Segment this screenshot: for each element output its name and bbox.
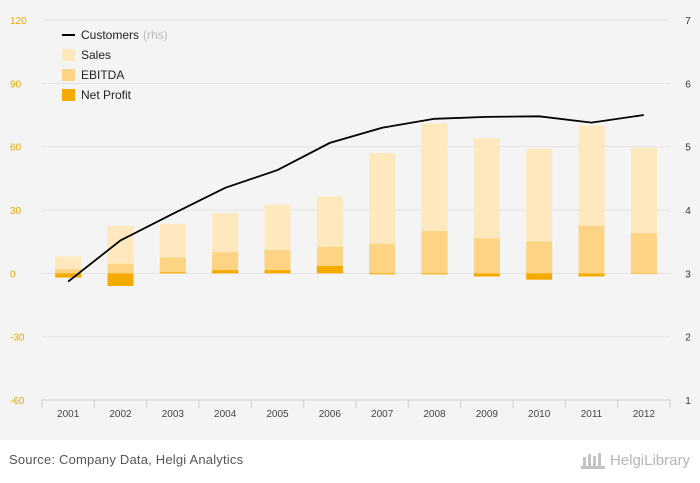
x-tick-label: 2004: [214, 409, 237, 420]
bar-net-profit-2011: [578, 273, 605, 277]
x-tick-label: 2003: [162, 409, 185, 420]
legend-box-swatch: [62, 49, 75, 61]
bar-net-profit-2006: [316, 265, 343, 274]
legend-label: Customers: [81, 28, 139, 42]
library-logo-icon: [580, 453, 605, 469]
source-note: Source: Company Data, Helgi Analytics: [9, 452, 244, 467]
brand-name: HelgiLibrary: [609, 451, 690, 469]
bars: [55, 123, 657, 286]
x-tick-label: 2008: [423, 409, 446, 420]
bar-ebitda-2005: [264, 250, 291, 274]
y-right-tick-label: 2: [685, 333, 691, 344]
legend-label: EBITDA: [81, 68, 124, 82]
x-tick-label: 2012: [633, 409, 656, 420]
gridlines: [42, 19, 670, 401]
brand: HelgiLibrary: [580, 448, 690, 472]
legend-label: Net Profit: [81, 88, 132, 102]
bar-ebitda-2007: [369, 243, 396, 274]
x-tick-label: 2002: [109, 409, 132, 420]
bar-net-profit-2009: [473, 273, 500, 277]
y-left-tick-label: 0: [10, 269, 16, 280]
x-tick-label: 2001: [57, 409, 80, 420]
x-tick-label: 2009: [476, 409, 499, 420]
y-right-tick-label: 5: [685, 143, 691, 154]
y-right-tick-label: 6: [685, 79, 691, 90]
y-right-tick-label: 7: [685, 16, 691, 27]
legend-box-swatch: [62, 89, 75, 101]
legend-box-swatch: [62, 69, 75, 81]
y-left-tick-label: 120: [10, 16, 27, 27]
bar-ebitda-2008: [421, 231, 448, 274]
customers-line: [67, 114, 644, 283]
bar-ebitda-2012: [630, 233, 657, 274]
footer: Source: Company Data, Helgi Analytics He…: [0, 440, 700, 483]
bar-net-profit-2005: [264, 270, 291, 274]
bar-net-profit-2001: [55, 273, 82, 278]
y-right-tick-label: 1: [685, 396, 691, 407]
axes: 120 90 60 30 0 -30 -60 7 6 5 4 3 2 1 2001 2002 2003 2004 2…: [10, 16, 691, 420]
x-tick-label: 2007: [371, 409, 394, 420]
bar-ebitda-2002: [107, 263, 134, 274]
y-left-tick-label: 30: [10, 206, 22, 217]
y-right-tick-label: 4: [685, 206, 691, 217]
bar-net-profit-2007: [369, 273, 396, 275]
bar-ebitda-2011: [578, 225, 605, 274]
bar-ebitda-2004: [212, 252, 239, 274]
legend: Customers (rhs) Sales EBITDA Net Profit: [62, 28, 168, 102]
legend-suffix: (rhs): [143, 28, 168, 42]
y-right-tick-label: 3: [685, 269, 691, 280]
bar-net-profit-2003: [159, 272, 186, 274]
bar-ebitda-2003: [159, 257, 186, 274]
legend-label: Sales: [81, 48, 111, 62]
y-left-tick-label: -30: [10, 333, 25, 344]
bar-net-profit-2004: [212, 270, 239, 274]
bar-net-profit-2008: [421, 273, 448, 275]
bar-ebitda-2010: [526, 241, 553, 274]
x-tick-label: 2010: [528, 409, 551, 420]
chart: 120 90 60 30 0 -30 -60 7 6 5 4 3 2 1 2001 2002 2003 2004 2…: [10, 16, 691, 420]
x-tick-label: 2011: [581, 409, 603, 420]
bar-net-profit-2012: [630, 273, 657, 274]
y-left-tick-label: -60: [10, 396, 25, 407]
bar-net-profit-2010: [526, 273, 553, 280]
x-tick-label: 2006: [319, 409, 342, 420]
y-left-tick-label: 90: [10, 79, 22, 90]
customers-line-group: [67, 114, 644, 283]
bar-ebitda-2009: [473, 238, 500, 274]
y-left-tick-label: 60: [10, 143, 22, 154]
bar-ebitda-2001: [55, 269, 82, 274]
x-tick-label: 2005: [266, 409, 289, 420]
bar-net-profit-2002: [107, 273, 134, 286]
